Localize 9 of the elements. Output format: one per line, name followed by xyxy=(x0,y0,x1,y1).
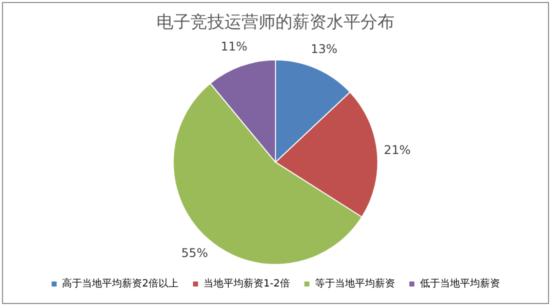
legend-label: 当地平均薪资1-2倍 xyxy=(204,278,290,290)
data-label: 21% xyxy=(384,142,411,157)
chart-title: 电子竞技运营师的薪资水平分布 xyxy=(156,12,394,33)
data-label: 55% xyxy=(181,246,208,260)
legend-label: 等于当地平均薪资 xyxy=(314,278,395,290)
legend-label: 高于当地平均薪资2倍以上 xyxy=(62,278,179,290)
data-label: 13% xyxy=(310,42,338,56)
data-label: 11% xyxy=(220,39,248,54)
legend-label: 低于当地平均薪资 xyxy=(420,278,500,290)
